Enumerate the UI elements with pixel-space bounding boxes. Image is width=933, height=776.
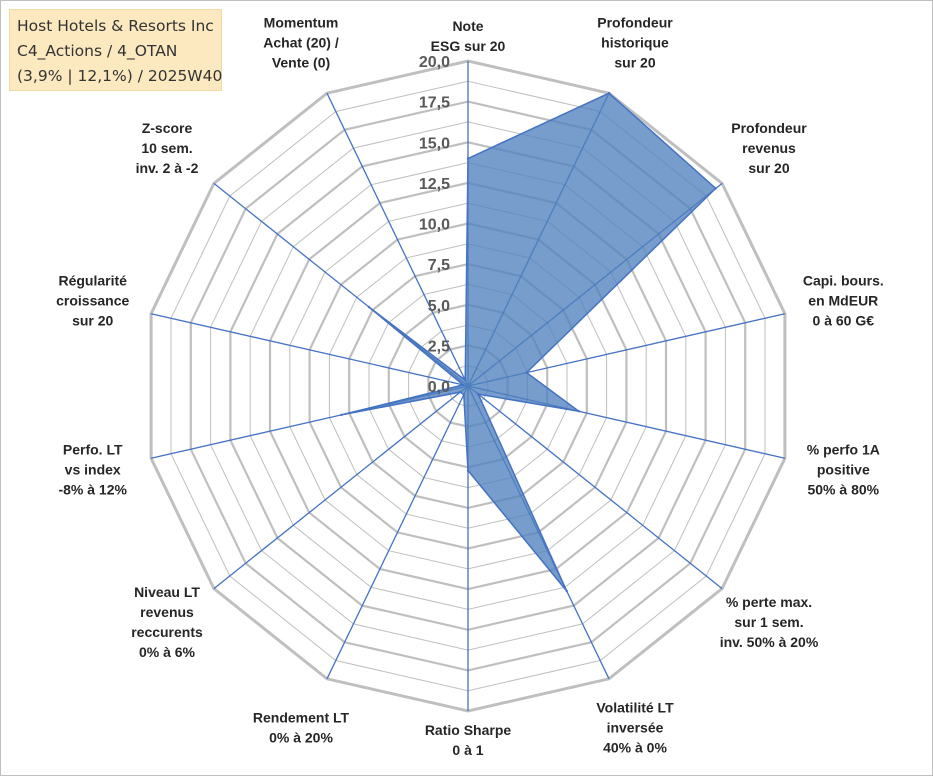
axis-label-line: ESG sur 20 [431,38,506,54]
axis-label-line: 0% à 6% [139,644,196,660]
axis-label-line: inv. 2 à -2 [136,160,199,176]
data-point [459,390,462,394]
axis-label-line: Régularité [58,272,127,288]
title-company: Host Hotels & Resorts Inc [17,17,214,35]
data-point [466,469,470,472]
axis-label: % perfo 1A positive 50% à 80% [807,442,880,498]
axis-label-line: revenus [140,604,194,620]
tick-label: 12,5 [419,176,450,193]
axis-label-line: Perfo. LT [63,442,123,458]
axis-label-line: 50% à 80% [807,482,879,498]
axis-label: Capi. bours. en MdEUR 0 à 60 G€ [803,272,884,328]
axis-label: Niveau LT revenus reccurents 0% à 6% [131,584,203,660]
tick-label: 10,0 [419,217,450,234]
data-point [466,157,470,160]
data-point [367,305,371,309]
axis-label-line: Niveau LT [134,584,200,600]
axis-label-line: Volatilité LT [596,699,674,715]
axis-spoke [467,385,723,590]
data-point [464,378,467,382]
tick-label: 20,0 [419,54,450,71]
axis-label-line: vs index [65,462,121,478]
axis-label-line: sur 20 [72,312,113,328]
data-point [565,589,568,593]
axis-label-line: 0 à 60 G€ [813,312,875,328]
axis-label-line: % perte max. [726,594,812,610]
axis-label: Profondeur historique sur 20 [597,15,673,71]
axis-label: Perfo. LT vs index -8% à 12% [58,442,127,498]
axis-label: Ratio Sharpe 0 à 1 [425,722,512,758]
axis-label-line: revenus [742,140,796,156]
axis-label-line: Vente (0) [272,55,330,71]
axis-label-line: -8% à 12% [58,482,127,498]
axis-label-line: inversée [607,719,664,735]
radar-tick-labels: 0,0 2,5 5,0 7,5 10,0 12,5 15,0 17,5 20,0 [419,54,450,396]
axis-label-line: positive [817,462,870,478]
axis-label-line: en MdEUR [808,292,878,308]
axis-label-line: Capi. bours. [803,272,884,288]
axis-label: Volatilité LT inversée 40% à 0% [596,699,674,755]
axis-label: Régularité croissance sur 20 [56,272,129,328]
axis-spoke [326,385,469,680]
tick-label: 17,5 [419,95,450,112]
radar-series [340,92,717,593]
axis-spoke [150,313,469,387]
data-point [525,371,528,374]
axis-spoke [326,92,469,387]
tick-label: 7,5 [428,257,450,274]
data-point [714,187,717,190]
axis-label-line: Note [452,18,483,34]
axis-label: Rendement LT 0% à 20% [253,709,350,745]
axis-label: Z-score 10 sem. inv. 2 à -2 [136,120,199,176]
tick-label: 2,5 [428,338,450,355]
data-point [577,410,581,413]
axis-label-line: Profondeur [597,15,673,31]
axis-label-line: 40% à 0% [603,739,667,755]
title-category: C4_Actions / 4_OTAN [17,42,178,60]
axis-label-line: sur 20 [614,55,655,71]
axis-label-line: % perfo 1A [807,442,880,458]
data-point [607,92,611,95]
tick-label: 15,0 [419,135,450,152]
radar-axis-labels: Note ESG sur 20 Profondeur historique sur 20… [56,15,884,758]
axis-label-line: Profondeur [731,120,807,136]
axis-label-line: Achat (20) / [263,35,339,51]
axis-label: Profondeur revenus sur 20 [731,120,807,176]
axis-label-line: sur 1 sem. [734,614,803,630]
axis-label-line: sur 20 [748,160,789,176]
axis-label-line: Rendement LT [253,709,350,725]
axis-label: Momentum Achat (20) / Vente (0) [263,15,339,71]
axis-label-line: 10 sem. [141,140,192,156]
data-point [462,393,465,396]
axis-label-line: Momentum [264,15,339,31]
axis-label-line: 0 à 1 [452,742,483,758]
axis-label-line: inv. 50% à 20% [720,634,819,650]
axis-label-line: reccurents [131,624,203,640]
data-point [462,383,465,387]
axis-label-line: historique [601,35,669,51]
axis-label-line: Ratio Sharpe [425,722,512,738]
axis-label-line: Z-score [142,120,193,136]
data-point [477,392,480,396]
axis-label: Note ESG sur 20 [431,18,506,54]
axis-label-line: 0% à 20% [269,729,333,745]
title-period: (3,9% | 12,1%) / 2025W40 [17,67,223,85]
tick-label: 0,0 [428,379,450,396]
axis-label-line: croissance [56,292,129,308]
axis-label: % perte max. sur 1 sem. inv. 50% à 20% [720,594,819,650]
tick-label: 5,0 [428,298,450,315]
data-point [340,413,343,417]
chart-title-box: Host Hotels & Resorts Inc C4_Actions / 4… [9,9,222,91]
axis-spoke [213,385,469,590]
